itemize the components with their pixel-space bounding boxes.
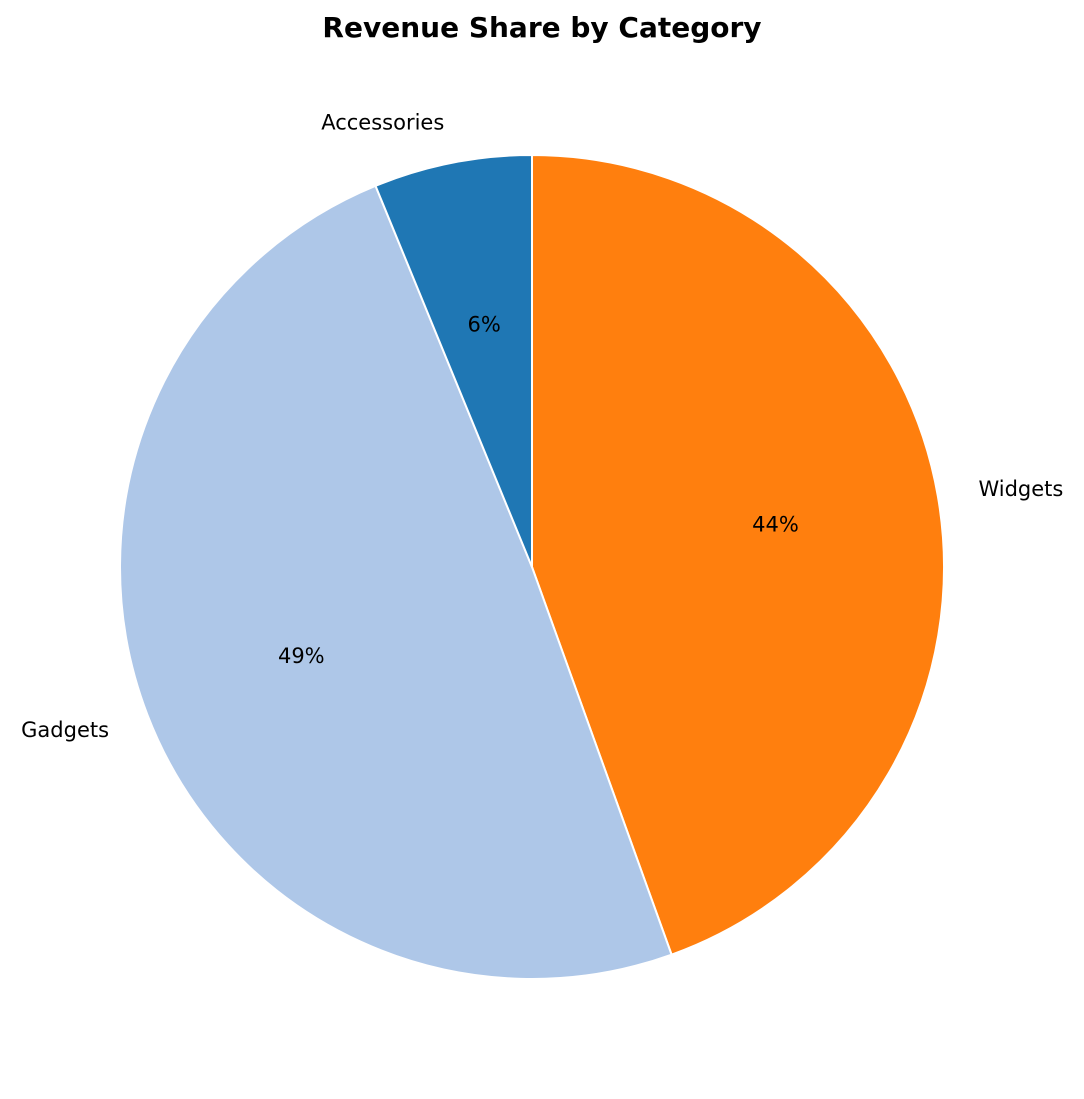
percent-label-accessories: 6%: [467, 312, 500, 336]
percent-label-widgets: 44%: [752, 512, 799, 536]
category-label-accessories: Accessories: [321, 110, 444, 134]
category-label-gadgets: Gadgets: [21, 718, 109, 742]
percent-label-gadgets: 49%: [278, 644, 325, 668]
category-label-widgets: Widgets: [978, 477, 1063, 501]
pie-slices: [120, 155, 944, 979]
